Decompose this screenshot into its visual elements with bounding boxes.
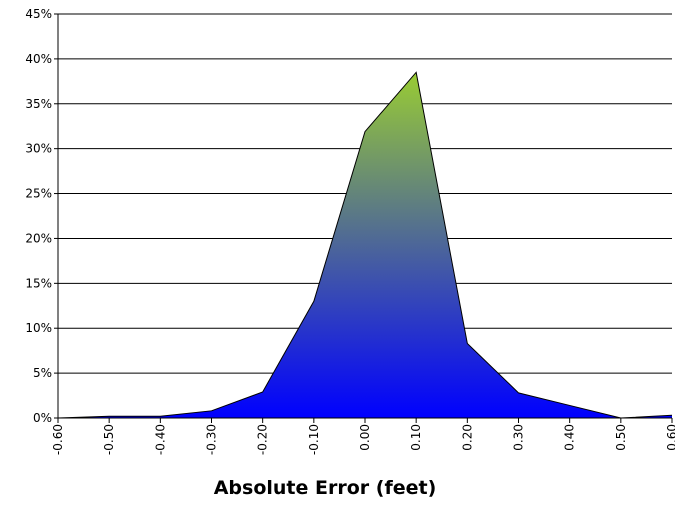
- y-tick-label: 45%: [25, 7, 52, 21]
- area-outline: [57, 71, 673, 419]
- x-tick-label: 0.40: [563, 424, 577, 451]
- x-tick-label: -0.50: [102, 424, 116, 455]
- x-tick-label: 0.20: [460, 424, 474, 451]
- y-tick-label: 40%: [25, 52, 52, 66]
- y-tick-label: 15%: [25, 276, 52, 290]
- area: [58, 72, 672, 418]
- y-tick-label: 25%: [25, 187, 52, 201]
- x-tick-label: 0.60: [665, 424, 675, 451]
- y-tick-label: 30%: [25, 142, 52, 156]
- x-tick-label: -0.10: [307, 424, 321, 455]
- x-tick-label: -0.20: [256, 424, 270, 455]
- x-tick-label: -0.60: [51, 424, 65, 455]
- y-tick-label: 20%: [25, 231, 52, 245]
- y-tick-label: 0%: [33, 411, 52, 425]
- x-tick-label: -0.30: [205, 424, 219, 455]
- x-tick-label: 0.00: [358, 424, 372, 451]
- x-tick-label: -0.40: [153, 424, 167, 455]
- x-tick-label: 0.50: [614, 424, 628, 451]
- x-tick-label: 0.30: [512, 424, 526, 451]
- y-tick-label: 35%: [25, 97, 52, 111]
- x-tick-label: 0.10: [409, 424, 423, 451]
- y-tick-label: 10%: [25, 321, 52, 335]
- x-axis-title: Absolute Error (feet): [214, 477, 437, 499]
- y-tick-label: 5%: [33, 366, 52, 380]
